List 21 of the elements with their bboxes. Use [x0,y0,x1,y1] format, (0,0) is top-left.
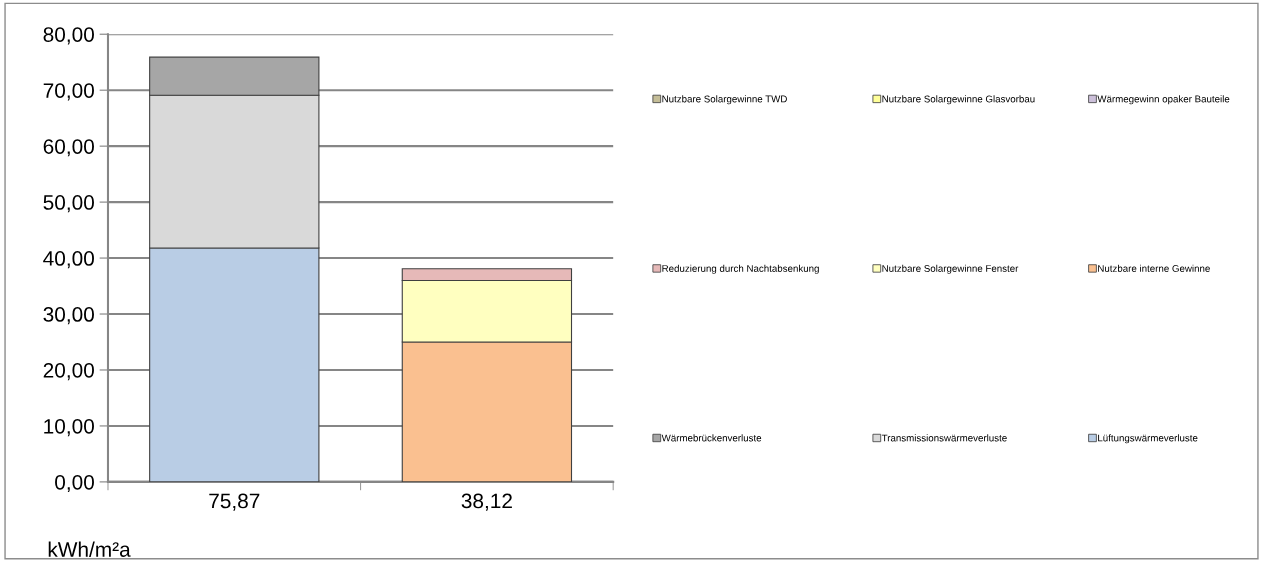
x-tick-label: 38,12 [461,493,512,511]
y-axis-title: kWh/m²a [48,541,131,557]
y-tick-label: 70,00 [43,83,94,101]
y-tick-label: 60,00 [43,139,94,157]
legend-label: Nutzbare Solargewinne Fenster [882,264,1019,274]
y-tick-label: 80,00 [43,27,94,45]
legend-label: Wärmebrückenverluste [661,434,762,442]
y-tick-label: 30,00 [43,307,94,325]
legend-label: Nutzbare Solargewinne Glasvorbau [882,95,1035,105]
legend-label: Transmissionswärmeverluste [881,434,1007,442]
legend-label: Wärmegewinn opaker Bauteile [1097,95,1230,105]
legend-label: Nutzbare Solargewinne TWD [662,95,787,105]
legend-label: Lüftungswärmeverluste [1098,434,1198,444]
y-tick-label: 0,00 [55,474,94,493]
y-tick-label: 50,00 [43,195,94,213]
legend-label: Nutzbare interne Gewinne [1098,264,1210,272]
y-tick-label: 20,00 [43,362,94,381]
x-tick-label: 75,87 [209,493,260,511]
y-tick-label: 10,00 [44,418,94,437]
legend-label: Reduzierung durch Nachtabsenkung [662,264,819,274]
y-tick-label: 40,00 [43,251,94,269]
